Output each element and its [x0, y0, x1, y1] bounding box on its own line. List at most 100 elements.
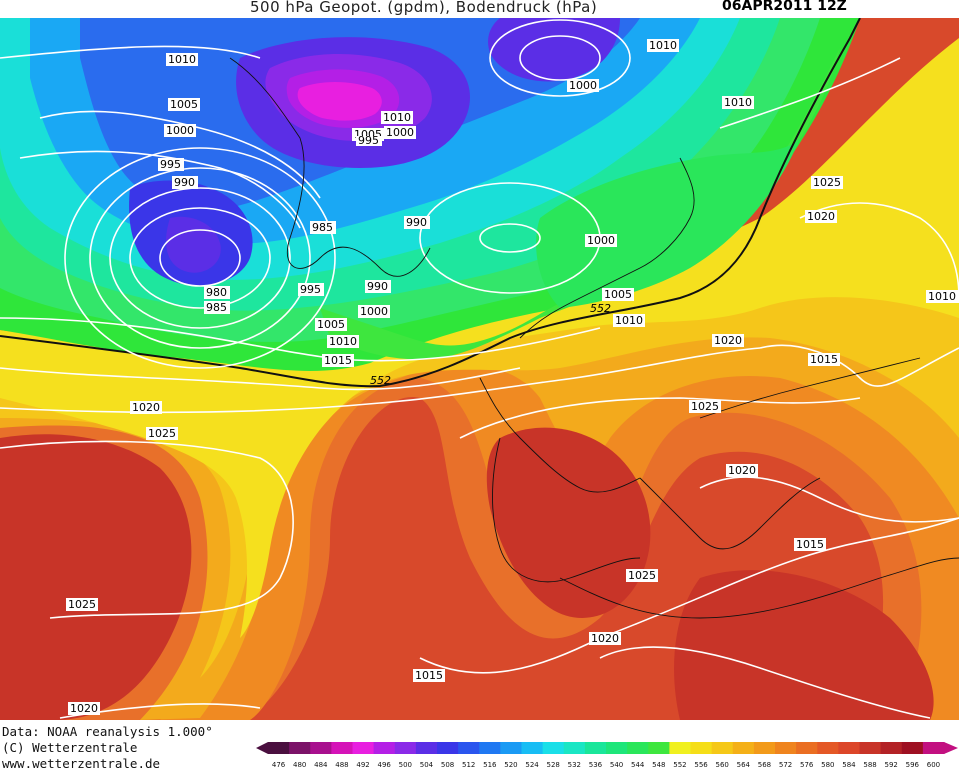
map-date: 06APR2011 12Z [722, 0, 847, 14]
isobar-label: 552 [370, 374, 391, 387]
isobar-label: 995 [298, 283, 324, 296]
isobar-label: 1005 [168, 98, 200, 111]
isobar-label: 1010 [722, 96, 754, 109]
svg-text:995: 995 [160, 158, 181, 171]
colorbar-tick-label: 592 [885, 761, 898, 769]
colorbar-left-arrow [256, 742, 268, 754]
isobars [0, 19, 959, 719]
colorbar-swatch [479, 742, 501, 754]
isobar-label: 1025 [66, 598, 98, 611]
isobar-label: 1000 [384, 126, 416, 139]
colorbar-tick-label: 548 [652, 761, 665, 769]
geopotential-map-svg: 1010 1000 1010 1005 1000 995 990 980 985… [0, 18, 959, 720]
arctic-low [488, 18, 620, 82]
svg-text:1025: 1025 [68, 598, 96, 611]
isobar-label: 1015 [808, 353, 840, 366]
svg-text:985: 985 [206, 301, 227, 314]
coastlines [229, 57, 959, 619]
colorbar-swatch [542, 742, 565, 754]
isobar-label: 1010 [926, 290, 959, 303]
svg-text:1025: 1025 [148, 427, 176, 440]
colorbar-tick-label: 552 [673, 761, 686, 769]
isobar-label: 1015 [322, 354, 354, 367]
isobar-label: 1005 [315, 318, 347, 331]
colorbar-tick-label: 492 [356, 761, 369, 769]
isobar-label: 1010 [327, 335, 359, 348]
contour-552 [0, 18, 861, 388]
footer-copyright: (C) Wetterzentrale [2, 740, 138, 755]
colorbar-swatch [606, 742, 628, 754]
svg-text:1000: 1000 [569, 79, 597, 92]
isobar-label: 1020 [130, 401, 162, 414]
svg-text:1005: 1005 [317, 318, 345, 331]
colorbar-tick-label: 508 [441, 761, 454, 769]
colorbar-swatch [880, 742, 903, 754]
colorbar-tick-label: 588 [863, 761, 876, 769]
svg-text:1015: 1015 [810, 353, 838, 366]
isobar-label: 1025 [689, 400, 721, 413]
map-title: 500 hPa Geopot. (gpdm), Bodendruck (hPa) [250, 0, 598, 16]
colorbar-swatch [648, 742, 670, 754]
band-scandinavia [536, 138, 800, 308]
colorbar-tick-label: 572 [779, 761, 792, 769]
band-488 [297, 82, 382, 121]
isobar-label: 1020 [726, 464, 758, 477]
colorbar-tick-label: 556 [694, 761, 708, 769]
colorbar-swatch [817, 742, 839, 754]
isobar-label: 985 [310, 221, 336, 234]
isobar-label: 1000 [567, 79, 599, 92]
colorbar-tick-label: 536 [589, 761, 603, 769]
colorbar-swatch [289, 742, 311, 754]
svg-text:1025: 1025 [628, 569, 656, 582]
colorbar-tick-label: 576 [800, 761, 814, 769]
svg-text:1020: 1020 [728, 464, 756, 477]
colorbar-swatch [796, 742, 818, 754]
svg-text:1010: 1010 [168, 53, 196, 66]
colorbar-swatch [500, 742, 522, 754]
svg-text:552: 552 [370, 374, 391, 387]
isobar-label: 1025 [146, 427, 178, 440]
svg-text:1005: 1005 [170, 98, 198, 111]
colorbar-swatch [458, 742, 480, 754]
isobar-label: 1010 [166, 53, 198, 66]
isobar-label: 1025 [626, 569, 658, 582]
colorbar-tick-label: 544 [631, 761, 645, 769]
colorbar-right-arrow [944, 742, 958, 754]
colorbar-tick-label: 516 [483, 761, 497, 769]
footer-website: www.wetterzentrale.de [2, 756, 161, 771]
isobar-label: 1020 [589, 632, 621, 645]
svg-text:1005: 1005 [604, 288, 632, 301]
colorbar-tick-label: 580 [821, 761, 834, 769]
band-560 [0, 48, 959, 678]
svg-text:990: 990 [174, 176, 195, 189]
band-584-atlantic [0, 434, 192, 720]
weather-map: 1010 1000 1010 1005 1000 995 990 980 985… [0, 18, 959, 720]
svg-text:1010: 1010 [649, 39, 677, 52]
svg-text:1015: 1015 [796, 538, 824, 551]
svg-text:995: 995 [358, 134, 379, 147]
svg-text:1010: 1010 [615, 314, 643, 327]
svg-text:1000: 1000 [360, 305, 388, 318]
svg-text:980: 980 [206, 286, 227, 299]
isobar-label: 990 [365, 280, 391, 293]
colorbar-swatch [437, 742, 459, 754]
colorbar-tick-label: 560 [716, 761, 729, 769]
colorbar-tick-label: 600 [927, 761, 940, 769]
colorbar-swatch [753, 742, 776, 754]
svg-text:1025: 1025 [813, 176, 841, 189]
isobar-label: 995 [158, 158, 184, 171]
colorbar-swatch [415, 742, 438, 754]
colorbar-swatch [838, 742, 860, 754]
colorbar-swatch [690, 742, 713, 754]
colorbar-swatch [732, 742, 755, 754]
colorbar-tick-label: 568 [758, 761, 771, 769]
isobar-label: 990 [172, 176, 198, 189]
colorbar-tick-label: 488 [335, 761, 348, 769]
colorbar-tick-label: 524 [525, 761, 539, 769]
band-584-iberia [486, 427, 651, 618]
colorbar-tick-label: 476 [272, 761, 286, 769]
svg-text:552: 552 [590, 302, 611, 315]
isobar-labels: 1010 1000 1010 1005 1000 995 990 980 985… [66, 39, 959, 715]
isobar-label: 1000 [585, 234, 617, 247]
svg-text:1000: 1000 [587, 234, 615, 247]
